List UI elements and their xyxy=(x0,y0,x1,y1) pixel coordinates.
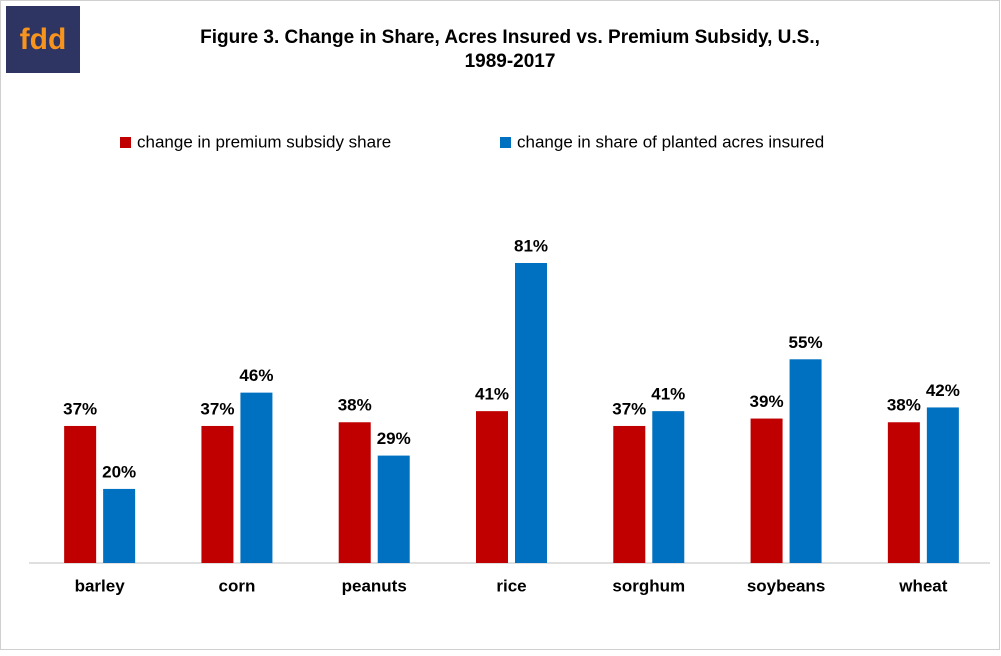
value-label: 38% xyxy=(338,396,372,415)
value-label: 37% xyxy=(612,399,646,418)
bar xyxy=(64,425,97,563)
x-tick-label: barley xyxy=(75,576,126,595)
value-label: 41% xyxy=(651,385,685,404)
value-label: 38% xyxy=(887,396,921,415)
bar xyxy=(338,422,371,563)
value-label: 81% xyxy=(514,236,548,255)
bar xyxy=(103,488,136,563)
value-label: 55% xyxy=(789,333,823,352)
value-label: 42% xyxy=(926,381,960,400)
legend-swatch xyxy=(500,137,511,148)
bar xyxy=(201,425,234,563)
x-tick-label: soybeans xyxy=(747,576,825,595)
chart-title: Figure 3. Change in Share, Acres Insured… xyxy=(200,27,820,48)
bar xyxy=(789,359,822,563)
legend-label: change in share of planted acres insured xyxy=(517,132,824,151)
bar xyxy=(887,422,920,563)
x-tick-label: rice xyxy=(496,576,526,595)
x-tick-label: sorghum xyxy=(612,576,685,595)
value-label: 41% xyxy=(475,385,509,404)
bar xyxy=(613,425,646,563)
bar xyxy=(750,418,783,563)
legend-swatch xyxy=(120,137,131,148)
value-label: 46% xyxy=(239,366,273,385)
x-tick-label: wheat xyxy=(898,576,948,595)
x-tick-label: corn xyxy=(219,576,256,595)
value-label: 29% xyxy=(377,429,411,448)
x-tick-label: peanuts xyxy=(342,576,407,595)
value-label: 39% xyxy=(750,392,784,411)
value-label: 37% xyxy=(200,399,234,418)
bar xyxy=(652,411,685,563)
logo: fdd xyxy=(20,23,67,56)
chart-title: 1989-2017 xyxy=(465,51,556,72)
logo-box xyxy=(6,6,80,73)
bar xyxy=(240,392,273,563)
value-label: 20% xyxy=(102,462,136,481)
legend-label: change in premium subsidy share xyxy=(137,132,391,151)
bar xyxy=(515,263,547,563)
bar xyxy=(926,407,959,563)
bar xyxy=(377,455,410,563)
value-label: 37% xyxy=(63,399,97,418)
bar xyxy=(476,411,508,563)
